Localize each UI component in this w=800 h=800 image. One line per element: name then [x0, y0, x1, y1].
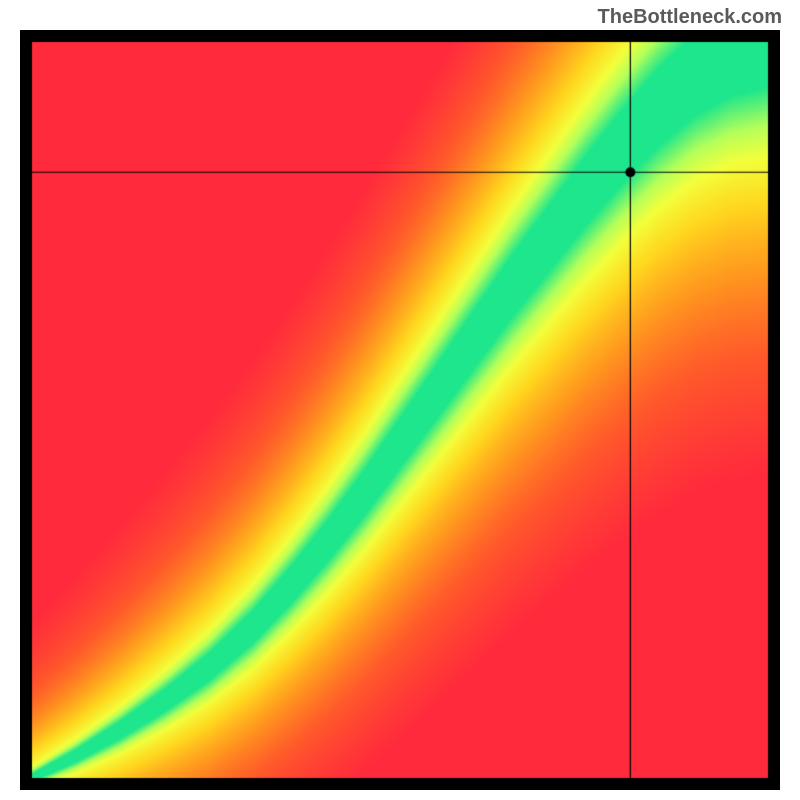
watermark-text: TheBottleneck.com [598, 6, 782, 29]
chart-container: TheBottleneck.com [0, 0, 800, 800]
heatmap-canvas [20, 30, 780, 790]
heatmap-plot [20, 30, 780, 790]
